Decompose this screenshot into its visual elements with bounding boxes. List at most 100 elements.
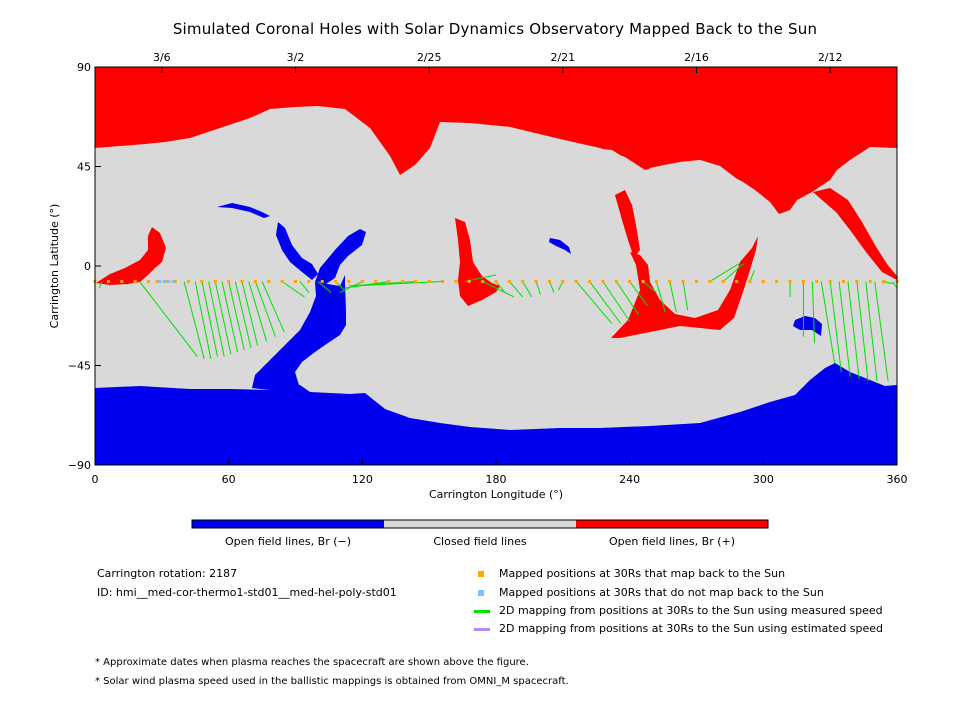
mapping-line — [811, 281, 816, 344]
carrington-rotation: Carrington rotation: 2187 — [97, 567, 238, 580]
mapping-line — [709, 263, 740, 282]
y-tick-label: −45 — [68, 360, 91, 373]
mapping-line — [495, 281, 506, 293]
mapped-point — [628, 279, 632, 283]
mapped-point — [788, 279, 792, 283]
mapping-line — [522, 281, 533, 298]
mapped-point — [855, 279, 859, 283]
mapped-point — [164, 279, 168, 283]
mapped-point — [868, 279, 872, 283]
mapping-line — [228, 281, 245, 351]
mapping-line — [602, 281, 631, 322]
date-label: 2/25 — [417, 51, 442, 64]
colorbar-segment — [192, 520, 384, 528]
open-positive-right — [611, 236, 758, 338]
open-negative-wisp — [217, 203, 270, 218]
mapped-point — [641, 279, 645, 283]
x-tick-label: 360 — [887, 473, 908, 486]
mapping-line — [865, 281, 878, 382]
mapped-point — [400, 279, 404, 283]
mapped-point — [588, 279, 592, 283]
mapped-point — [708, 279, 712, 283]
mapping-line — [829, 281, 842, 373]
date-label: 2/21 — [550, 51, 575, 64]
legend-swatch-measured-speed — [474, 610, 490, 613]
mapping-line — [629, 281, 648, 307]
mapping-line — [874, 281, 889, 382]
mapped-point — [481, 279, 485, 283]
open-negative-arm — [315, 229, 366, 284]
mapping-line — [508, 281, 524, 298]
x-axis-label: Carrington Longitude (°) — [429, 488, 563, 501]
y-tick-label: 90 — [77, 61, 91, 74]
x-tick-label: 240 — [619, 473, 640, 486]
mapped-point — [842, 279, 846, 283]
mapping-line — [208, 281, 225, 357]
mapped-point — [360, 279, 364, 283]
mapped-point — [695, 279, 698, 283]
colorbar-label: Closed field lines — [433, 535, 527, 548]
mapping-line — [98, 281, 103, 289]
mapping-line — [183, 281, 205, 359]
mapping-line — [248, 281, 268, 342]
mapping-line — [194, 281, 212, 359]
mapped-point — [801, 279, 805, 283]
mapping-line — [722, 263, 744, 282]
colorbar-label: Open field lines, Br (+) — [609, 535, 735, 548]
x-tick-label: 300 — [753, 473, 774, 486]
mapped-point — [334, 279, 338, 283]
unmapped-point — [162, 279, 166, 283]
open-negative-small — [793, 316, 822, 336]
mapped-point — [721, 279, 725, 283]
coronal-hole-map — [95, 67, 897, 465]
mapping-line — [749, 270, 755, 282]
legend-label: Mapped positions at 30Rs that do not map… — [499, 586, 824, 599]
colorbar-frame — [191, 519, 769, 529]
open-negative-channel — [252, 275, 346, 390]
x-tick-label: 0 — [92, 473, 99, 486]
mapping-line — [820, 281, 836, 364]
mapped-point — [146, 279, 150, 283]
mapped-point — [253, 279, 257, 283]
mapped-point — [307, 279, 311, 283]
mapping-line — [847, 281, 860, 379]
mapped-point — [761, 279, 765, 283]
mapping-line — [615, 281, 639, 315]
closed-region-bulge — [440, 122, 780, 258]
mapping-line — [669, 281, 677, 313]
mapped-point — [280, 279, 284, 283]
y-tick-label: 45 — [77, 161, 91, 174]
mapped-point — [441, 279, 445, 283]
mapped-point — [828, 279, 832, 283]
mapped-point — [494, 279, 498, 283]
mapping-line — [254, 281, 276, 337]
note-dates: * Approximate dates when plasma reaches … — [95, 657, 529, 668]
mapping-lines — [98, 263, 898, 382]
mapping-line — [139, 281, 198, 357]
mapped-point — [668, 279, 672, 283]
legend-swatch-mapped-ok — [478, 571, 484, 577]
mapping-line — [299, 281, 310, 293]
mapped-point — [748, 279, 752, 283]
mapped-point — [775, 279, 779, 283]
date-label: 2/12 — [818, 51, 843, 64]
mapped-point — [654, 279, 658, 283]
open-negative-finger — [276, 222, 318, 280]
south-open-negative-region — [95, 363, 897, 465]
legend-label: 2D mapping from positions at 30Rs to the… — [499, 604, 883, 617]
mapping-line — [201, 281, 219, 357]
y-tick-label: 0 — [84, 260, 91, 273]
mapping-line — [575, 281, 613, 324]
colorbar-segment — [576, 520, 768, 528]
mapped-point — [454, 279, 458, 283]
chart-title: Simulated Coronal Holes with Solar Dynam… — [172, 20, 818, 38]
mapping-line — [482, 281, 515, 298]
colorbar-label: Open field lines, Br (−) — [225, 535, 351, 548]
mapping-line — [655, 281, 666, 313]
north-open-positive-region — [95, 67, 897, 214]
mapped-point — [267, 279, 271, 283]
legend-label: 2D mapping from positions at 30Rs to the… — [499, 622, 884, 635]
unmapped-point — [167, 279, 171, 283]
mapping-line — [892, 281, 898, 289]
mapping-line — [234, 281, 252, 348]
